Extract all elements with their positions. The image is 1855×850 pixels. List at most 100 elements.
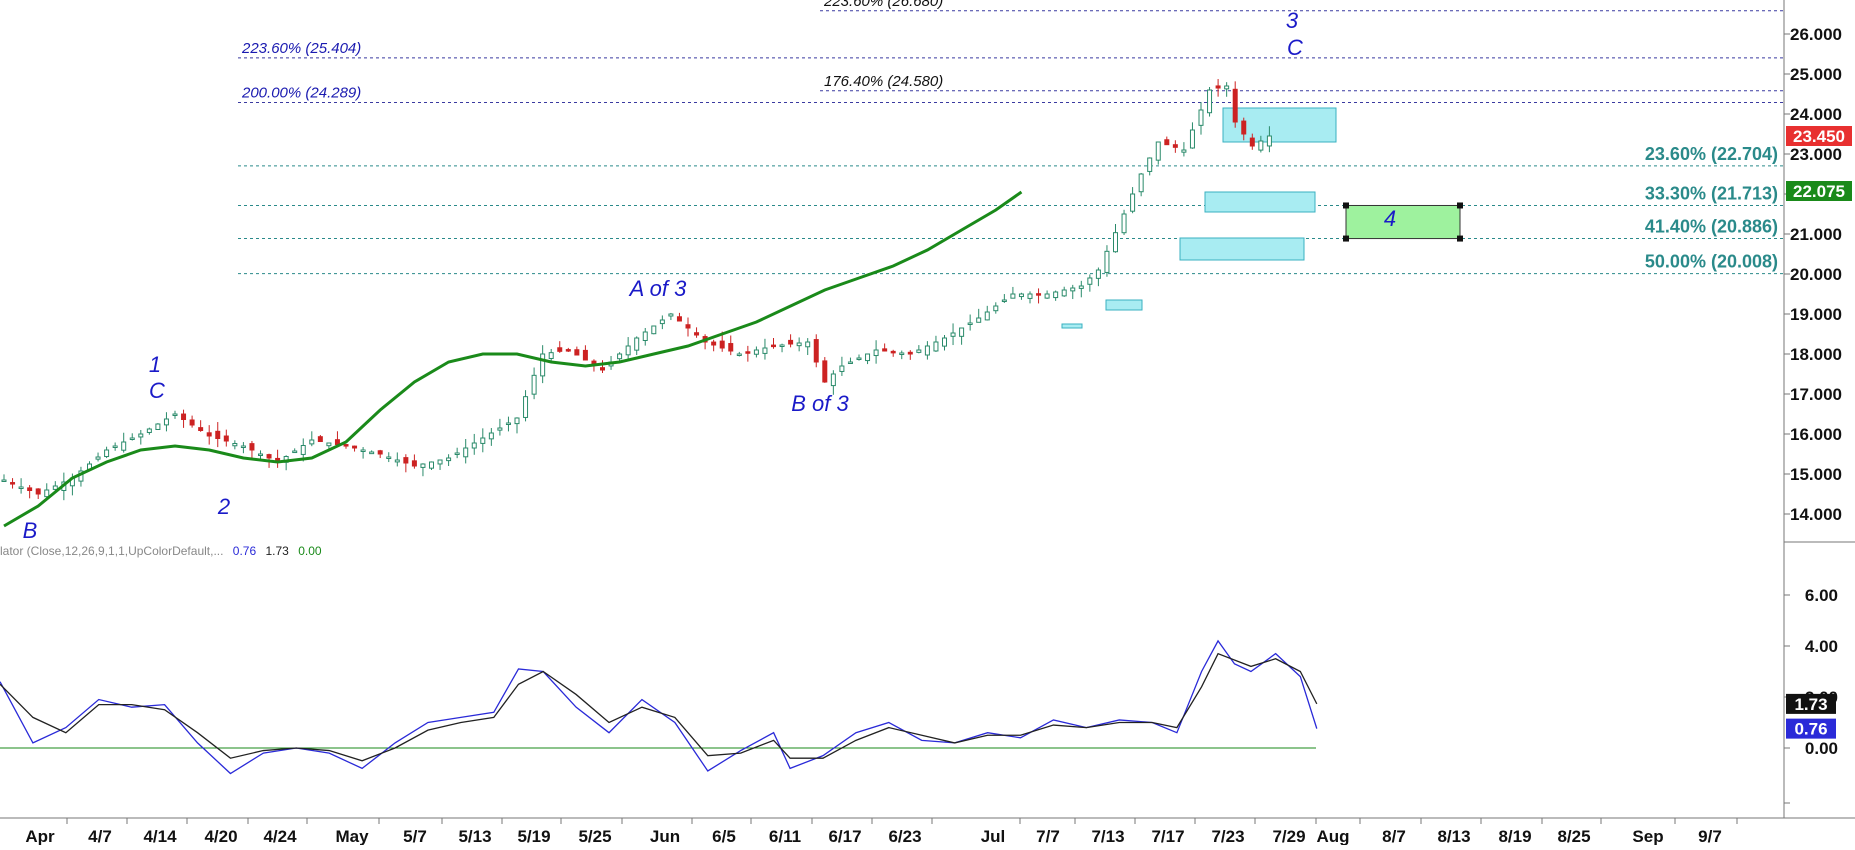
candle-body <box>736 353 742 356</box>
candle-body <box>223 435 229 442</box>
target-box-handle <box>1343 202 1349 209</box>
candle-body <box>822 360 828 383</box>
extension-level-label: 176.40% (24.580) <box>824 73 943 90</box>
candle-body <box>1224 85 1230 90</box>
ind-y-tick-label: 0.00 <box>1805 739 1838 758</box>
candle-body <box>882 348 888 352</box>
candle-body <box>617 353 623 360</box>
candle-body <box>659 319 665 325</box>
candle-body <box>557 347 563 352</box>
candle-body <box>1027 293 1033 299</box>
candle-body <box>446 457 452 462</box>
fib-level-label: 33.30% (21.713) <box>1645 183 1778 203</box>
wave-label: 1 <box>149 352 161 377</box>
candlesticks <box>1 79 1272 501</box>
candle-body <box>719 340 725 349</box>
y-tick-label: 19.000 <box>1790 305 1842 324</box>
wave-label: B <box>23 518 38 543</box>
x-tick-label: Apr <box>25 827 55 845</box>
ind-y-tick-label: 6.00 <box>1805 586 1838 605</box>
fib-level-label: 23.60% (22.704) <box>1645 144 1778 164</box>
indicator-fast-badge <box>1786 718 1836 739</box>
y-tick-label: 17.000 <box>1790 385 1842 404</box>
candle-body <box>112 445 118 448</box>
candle-body <box>44 489 50 498</box>
x-tick-label: 6/5 <box>712 827 736 845</box>
candle-body <box>830 373 836 387</box>
indicator-legend-value1: 0.76 <box>232 544 257 558</box>
candle-body <box>163 418 169 426</box>
target-zone-box <box>1204 191 1316 213</box>
candle-body <box>463 447 469 458</box>
candle-body <box>625 345 631 356</box>
candle-body <box>249 443 255 451</box>
indicator-fast-line <box>0 639 1318 775</box>
extension-level-label: 223.60% (26.680) <box>823 0 943 10</box>
candle-body <box>1164 139 1170 146</box>
candle-body <box>1181 149 1187 153</box>
candle-body <box>317 436 323 443</box>
candle-body <box>155 423 161 430</box>
candle-body <box>642 331 648 341</box>
x-tick-label: 6/23 <box>888 827 921 845</box>
target-zone-box <box>1222 107 1337 143</box>
candle-body <box>942 337 947 347</box>
candle-body <box>138 433 144 438</box>
extension-level-label: 223.60% (25.404) <box>241 40 361 57</box>
wave-label: 4 <box>1384 206 1396 231</box>
x-tick-label: 7/13 <box>1091 827 1124 845</box>
candle-body <box>771 344 776 348</box>
candle-body <box>1010 293 1016 299</box>
x-tick-label: 8/7 <box>1382 827 1406 845</box>
candle-body <box>1001 299 1007 303</box>
y-tick-label: 25.000 <box>1790 65 1842 84</box>
indicator-slow-line <box>0 652 1318 762</box>
candle-body <box>198 427 204 432</box>
y-tick-label: 21.000 <box>1790 225 1842 244</box>
candle-body <box>215 430 221 440</box>
candle-body <box>429 461 434 469</box>
candle-body <box>480 437 486 444</box>
candle-body <box>1104 250 1110 273</box>
indicator-slow-value: 1.73 <box>1794 695 1827 714</box>
candle-body <box>711 341 717 346</box>
extension-level-label: 200.00% (24.289) <box>241 84 361 101</box>
candle-body <box>634 337 640 351</box>
fib-level-label: 41.40% (20.886) <box>1645 217 1778 237</box>
indicator-fast-value: 0.76 <box>1794 720 1827 739</box>
y-tick-label: 14.000 <box>1790 505 1842 524</box>
candle-body <box>847 361 853 364</box>
candle-body <box>488 432 494 440</box>
candle-body <box>352 445 358 449</box>
candle-body <box>266 454 272 459</box>
candle-body <box>976 317 982 323</box>
candle-body <box>505 422 511 425</box>
candle-body <box>240 445 246 448</box>
target-zone-box <box>1179 237 1305 261</box>
candle-body <box>582 349 588 361</box>
candle-body <box>967 322 973 325</box>
candle-body <box>565 349 571 352</box>
candle-body <box>856 357 862 360</box>
target-box-handle <box>1457 235 1463 242</box>
candle-body <box>1095 269 1101 279</box>
candle-body <box>189 419 195 426</box>
target-box-handle <box>1343 235 1349 242</box>
indicator-legend-title: lator (Close,12,26,9,1,1,UpColorDefault,… <box>0 544 224 558</box>
x-tick-label: 8/13 <box>1437 827 1470 845</box>
candle-body <box>1053 291 1059 299</box>
x-tick-label: 7/29 <box>1272 827 1305 845</box>
candle-body <box>1138 173 1144 193</box>
x-tick-label: 5/7 <box>403 827 427 845</box>
y-tick-label: 15.000 <box>1790 465 1842 484</box>
candle-body <box>146 428 152 433</box>
candle-body <box>531 374 537 395</box>
y-tick-label: 16.000 <box>1790 425 1842 444</box>
candle-body <box>865 353 871 362</box>
candle-body <box>1087 277 1093 285</box>
candle-body <box>1232 88 1238 123</box>
candle-body <box>369 451 375 455</box>
candle-body <box>1018 293 1024 298</box>
candle-body <box>1078 285 1084 289</box>
